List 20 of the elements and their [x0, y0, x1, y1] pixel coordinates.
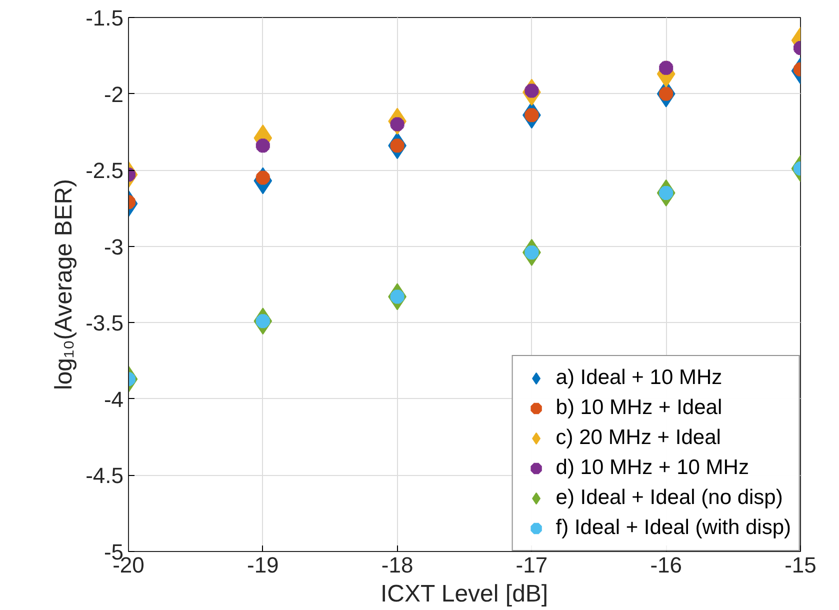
x-tick-label: -17 [516, 552, 548, 578]
x-tick-label: -16 [650, 552, 682, 578]
legend-label: e) Ideal + Ideal (no disp) [556, 485, 783, 511]
y-axis-title: log₁₀(Average BER) [50, 178, 78, 390]
legend-label: d) 10 MHz + 10 MHz [556, 455, 749, 481]
y-tick-label: -2.5 [86, 158, 124, 184]
legend-label: b) 10 MHz + Ideal [556, 395, 722, 421]
x-tick-label: -18 [381, 552, 414, 578]
x-tick-label: -15 [784, 552, 816, 578]
y-tick-label: -3 [104, 234, 124, 260]
y-tick-label: -3.5 [86, 310, 124, 336]
legend-label: c) 20 MHz + Ideal [556, 425, 721, 451]
x-tick-label: -19 [247, 552, 279, 578]
y-tick-label: -4.5 [86, 463, 124, 488]
x-axis-title: ICXT Level [dB] [380, 580, 548, 608]
legend-label: a) Ideal + 10 MHz [556, 365, 722, 391]
legend-label: f) Ideal + Ideal (with disp) [556, 515, 791, 541]
y-tick-label: -1.5 [86, 6, 124, 30]
y-tick-label: -4 [104, 386, 124, 412]
y-tick-label: -2 [104, 82, 124, 107]
